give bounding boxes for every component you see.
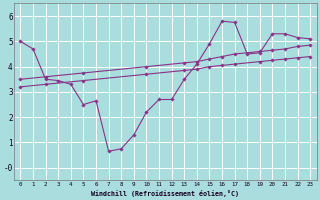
X-axis label: Windchill (Refroidissement éolien,°C): Windchill (Refroidissement éolien,°C) — [91, 190, 239, 197]
